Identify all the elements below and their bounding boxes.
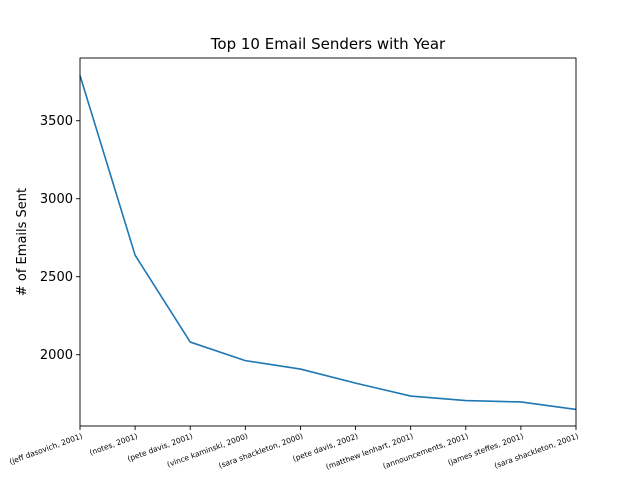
y-tick-label: 3000 bbox=[40, 192, 73, 207]
data-line-series-0 bbox=[79, 75, 577, 411]
y-tick-label: 3500 bbox=[40, 114, 73, 129]
y-axis-label: # of Emails Sent bbox=[15, 188, 30, 296]
axes-frame bbox=[79, 57, 577, 427]
y-tick-label: 2000 bbox=[40, 348, 73, 363]
y-tick-label: 2500 bbox=[40, 270, 73, 285]
chart-title: Top 10 Email Senders with Year bbox=[210, 35, 446, 53]
